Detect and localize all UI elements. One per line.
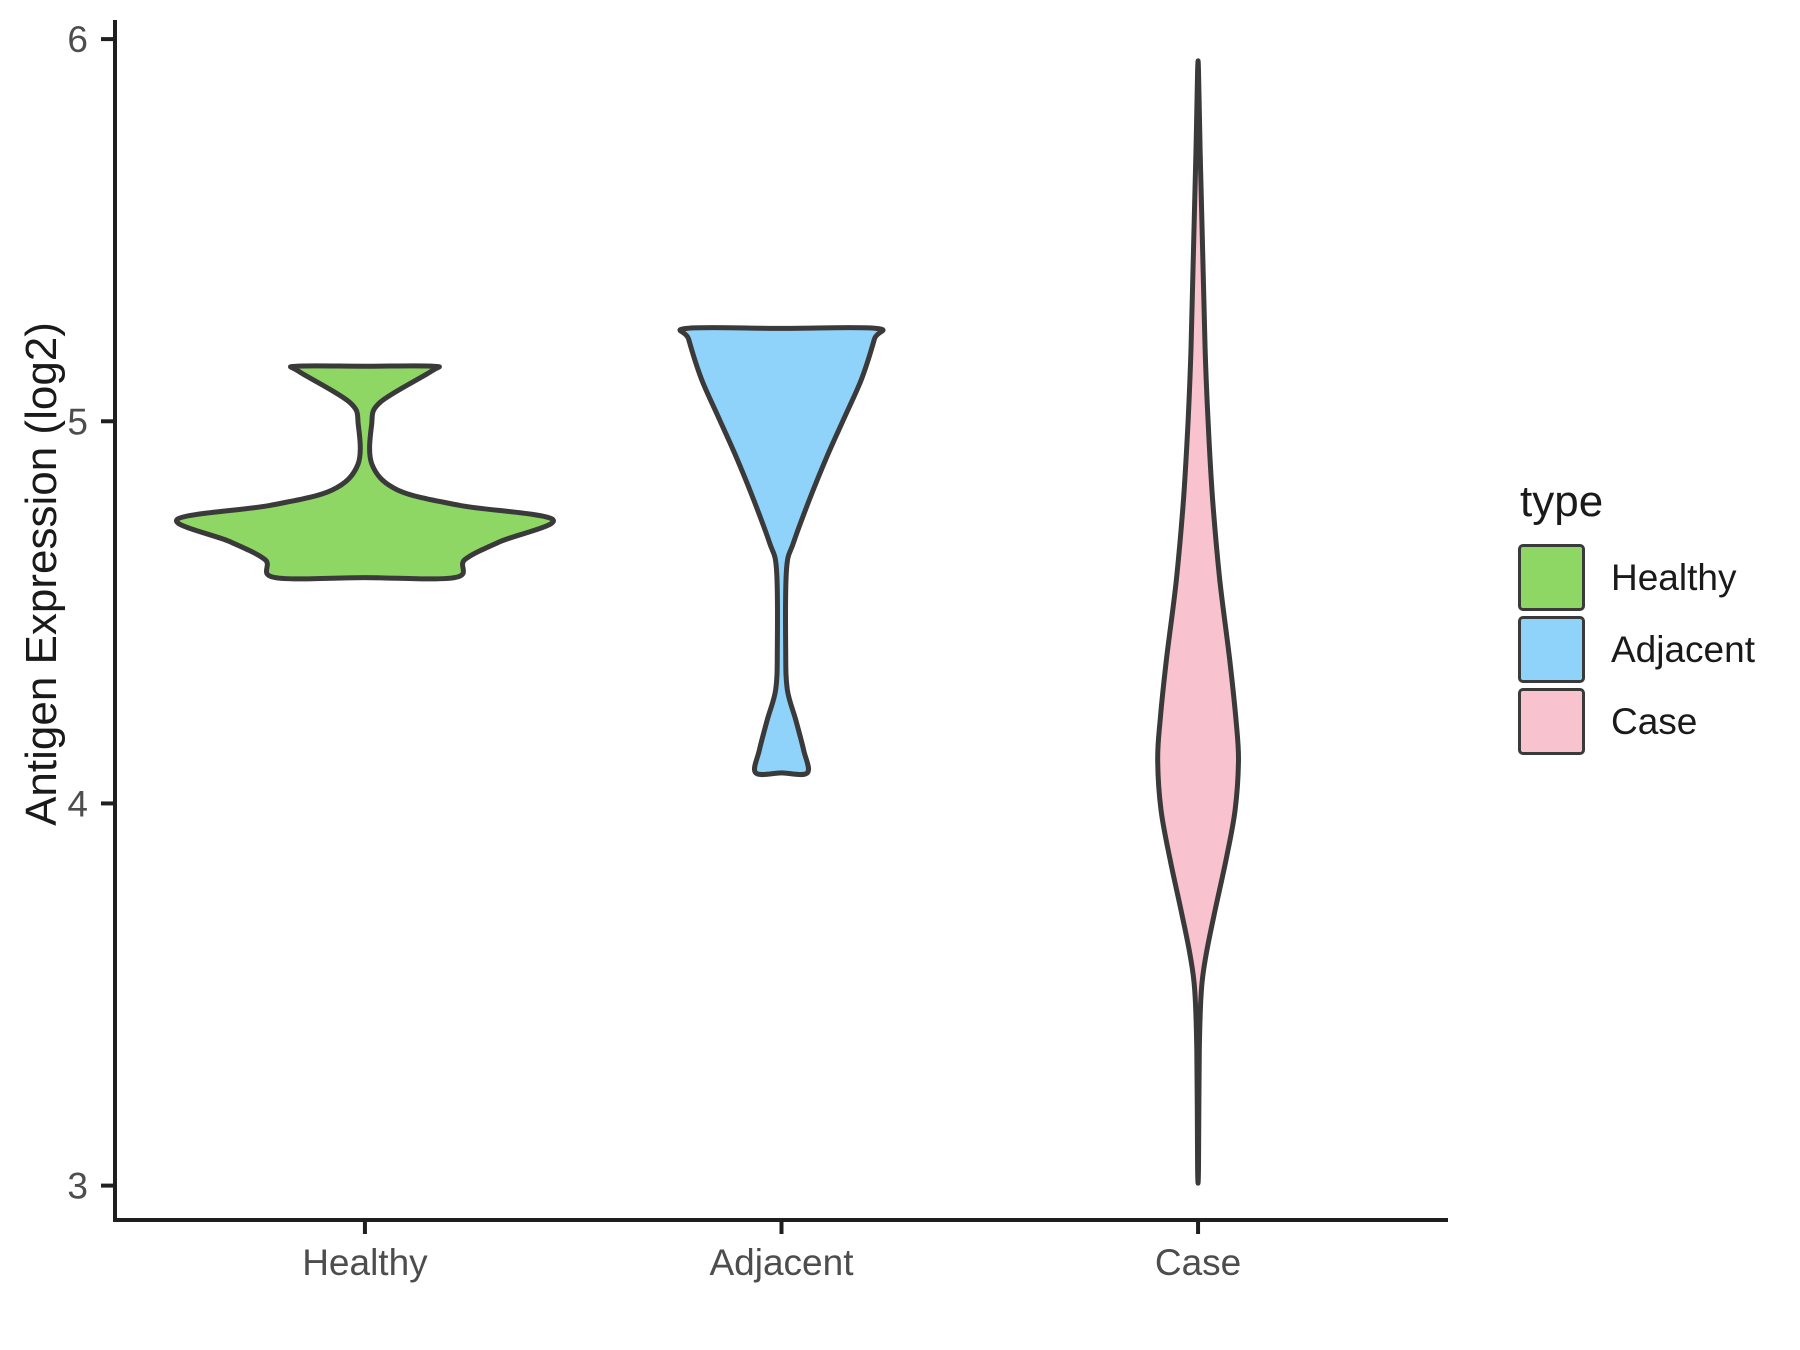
x-tick-label-healthy: Healthy xyxy=(302,1242,428,1283)
y-axis-title: Antigen Expression (log2) xyxy=(17,322,66,826)
legend-swatch-case xyxy=(1518,688,1585,755)
legend-swatch-adjacent xyxy=(1518,616,1585,683)
legend-title: type xyxy=(1520,477,1604,526)
y-tick-label: 5 xyxy=(67,401,88,442)
legend-label-healthy: Healthy xyxy=(1611,556,1737,598)
y-tick-label: 3 xyxy=(67,1166,88,1207)
legend-item-healthy: Healthy xyxy=(1518,544,1755,611)
violin-adjacent xyxy=(677,325,886,778)
y-tick-label: 6 xyxy=(67,19,88,60)
legend-label-adjacent: Adjacent xyxy=(1611,628,1755,670)
legend: type Healthy Adjacent Case xyxy=(1518,478,1755,760)
y-tick-label: 4 xyxy=(67,783,88,824)
violin-case xyxy=(1155,58,1242,1186)
x-tick-label-adjacent: Adjacent xyxy=(710,1242,855,1283)
x-tick-label-case: Case xyxy=(1155,1242,1241,1283)
legend-item-adjacent: Adjacent xyxy=(1518,616,1755,683)
legend-swatch-healthy xyxy=(1518,544,1585,611)
legend-item-case: Case xyxy=(1518,688,1755,755)
violin-healthy xyxy=(174,363,556,582)
legend-label-case: Case xyxy=(1611,700,1698,742)
